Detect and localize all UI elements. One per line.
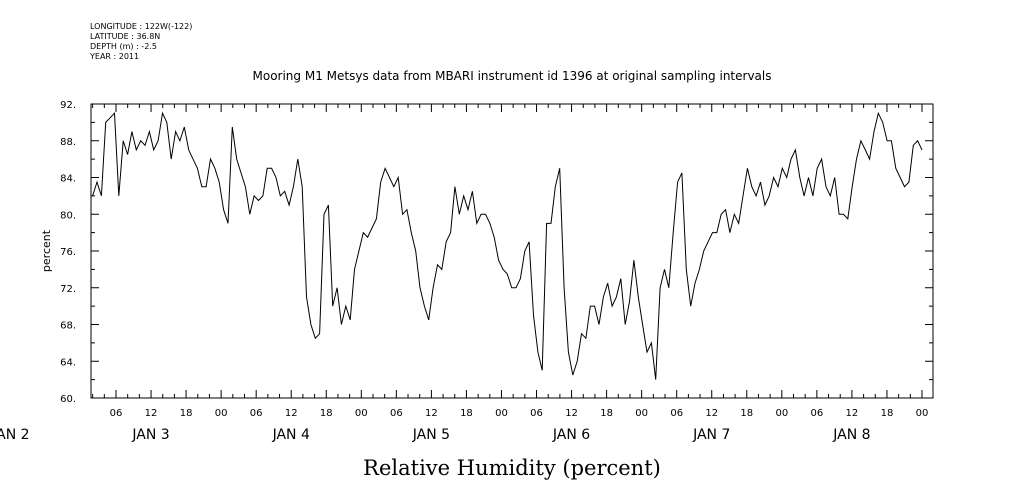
x-tick-label: 12: [285, 408, 298, 419]
y-tick-label: 80.: [60, 210, 76, 221]
x-tick-label: 06: [670, 408, 683, 419]
x-tick-label: 12: [846, 408, 859, 419]
x-tick-label: 00: [775, 408, 788, 419]
y-axis-title: percent: [40, 229, 53, 272]
y-tick-label: 68.: [60, 321, 76, 332]
x-tick-label: 18: [320, 408, 333, 419]
tick-marks: [91, 103, 933, 399]
y-tick-label: 84.: [60, 174, 76, 185]
day-label: JAN 5: [412, 427, 450, 443]
metadata-block: LONGITUDE : 122W(-122) LATITUDE : 36.8N …: [90, 22, 192, 62]
x-tick-label: 12: [425, 408, 438, 419]
y-tick-label: 76.: [60, 247, 76, 258]
x-tick-label: 12: [705, 408, 718, 419]
day-label: JAN 3: [131, 427, 169, 443]
y-tick-labels: 60. 64. 68. 72. 76. 80. 84. 88. 92.: [60, 100, 76, 405]
x-tick-label: 18: [460, 408, 473, 419]
x-tick-labels: 06 12 18 00 06 12 18 00 06 12 18 00 06 12 18 00 06 12 18 00…: [110, 408, 929, 419]
day-labels: JAN 2 JAN 3 JAN 4 JAN 5 JAN 6 JAN 7 JAN 8: [0, 427, 871, 443]
x-tick-label: 18: [881, 408, 894, 419]
y-tick-label: 92.: [60, 100, 76, 111]
day-label: JAN 7: [692, 427, 730, 443]
x-tick-label: 18: [740, 408, 753, 419]
x-tick-label: 00: [916, 408, 929, 419]
x-tick-label: 00: [355, 408, 368, 419]
x-tick-label: 18: [180, 408, 193, 419]
x-tick-label: 06: [530, 408, 543, 419]
x-tick-label: 00: [635, 408, 648, 419]
x-tick-label: 12: [565, 408, 578, 419]
y-tick-label: 64.: [60, 357, 76, 368]
x-tick-label: 06: [110, 408, 123, 419]
day-label: JAN 8: [832, 427, 870, 443]
day-label: JAN 6: [552, 427, 590, 443]
x-tick-label: 12: [145, 408, 158, 419]
humidity-series-line: [92, 111, 923, 380]
x-tick-label: 06: [250, 408, 263, 419]
x-tick-label: 00: [495, 408, 508, 419]
x-tick-label: 06: [811, 408, 824, 419]
longitude-label: LONGITUDE : 122W(-122): [90, 22, 193, 31]
y-tick-label: 72.: [60, 284, 76, 295]
chart-title: Mooring M1 Metsys data from MBARI instru…: [253, 69, 772, 83]
y-tick-label: 60.: [60, 394, 76, 405]
depth-label: DEPTH (m) : -2.5: [90, 42, 157, 51]
day-label: JAN 2: [0, 427, 30, 443]
x-tick-label: 18: [600, 408, 613, 419]
x-tick-label: 06: [390, 408, 403, 419]
plot-frame: [90, 103, 934, 399]
latitude-label: LATITUDE : 36.8N: [90, 32, 161, 41]
day-label: JAN 4: [272, 427, 310, 443]
year-label: YEAR : 2011: [90, 52, 140, 61]
x-tick-label: 00: [215, 408, 228, 419]
x-axis-title: Relative Humidity (percent): [363, 456, 661, 480]
y-tick-label: 88.: [60, 137, 76, 148]
